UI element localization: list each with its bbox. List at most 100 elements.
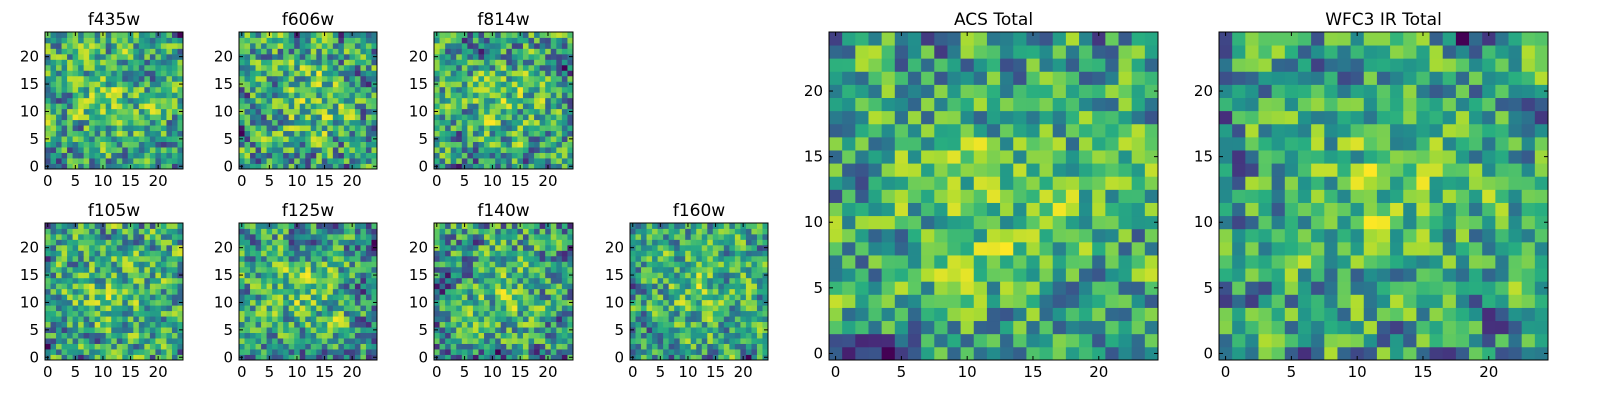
heatmap-cell (133, 223, 140, 229)
heatmap-cell (239, 310, 245, 317)
heatmap-cell (72, 294, 79, 301)
heatmap-cell (272, 332, 279, 339)
heatmap-cell (1052, 189, 1067, 203)
heatmap-cell (528, 42, 535, 49)
heatmap-cell (434, 119, 440, 126)
heatmap-cell (467, 141, 474, 148)
heatmap-cell (674, 250, 681, 257)
heatmap-cell (272, 310, 279, 317)
heatmap-cell (94, 108, 101, 115)
heatmap-cell (149, 42, 156, 49)
heatmap-cell (149, 81, 156, 88)
heatmap-cell (266, 64, 273, 71)
heatmap-cell (500, 141, 507, 148)
heatmap-cell (105, 321, 112, 328)
heatmap-cell (556, 75, 563, 82)
heatmap-cell (751, 338, 758, 344)
heatmap-cell (434, 42, 440, 49)
heatmap-cell (489, 59, 496, 66)
heatmap-cell (545, 136, 552, 142)
heatmap-cell (674, 299, 681, 306)
heatmap-cell (327, 244, 334, 251)
heatmap-cell (630, 283, 636, 290)
heatmap-cell (50, 244, 57, 251)
heatmap-cell (45, 119, 51, 126)
heatmap-cell (456, 299, 463, 306)
heatmap-cell (67, 332, 73, 339)
heatmap-cell (550, 272, 557, 279)
heatmap-cell (467, 283, 474, 290)
heatmap-cell (478, 59, 485, 66)
heatmap-cell (657, 288, 664, 295)
heatmap-cell (484, 108, 490, 115)
heatmap-cell (561, 119, 568, 126)
heatmap-cell (177, 294, 184, 301)
heatmap-cell (756, 338, 763, 344)
heatmap-cell (467, 343, 474, 350)
heatmap-cell (171, 255, 178, 262)
heatmap-cell (100, 310, 107, 317)
heatmap-cell (762, 255, 769, 262)
heatmap-cell (539, 114, 546, 121)
heatmap-cell (718, 354, 725, 361)
heatmap-cell (630, 233, 636, 240)
heatmap-cell (272, 42, 279, 49)
heatmap-cell (657, 332, 664, 339)
heatmap-cell (239, 48, 245, 55)
heatmap-cell (365, 277, 372, 284)
heatmap-cell (545, 130, 552, 137)
heatmap-cell (545, 288, 552, 295)
heatmap-cell (255, 48, 262, 55)
heatmap-cell (668, 228, 675, 235)
heatmap-cell (89, 158, 96, 164)
heatmap-cell (94, 244, 101, 251)
heatmap-cell (751, 343, 758, 350)
heatmap-cell (72, 244, 79, 251)
heatmap-cell (478, 255, 485, 262)
heatmap-cell (122, 108, 129, 115)
heatmap-cell (522, 261, 529, 268)
heatmap-cell (745, 316, 752, 323)
heatmap-cell (556, 114, 563, 121)
heatmap-cell (116, 42, 123, 49)
heatmap-cell (316, 163, 323, 170)
heatmap-cell (1065, 176, 1080, 190)
heatmap-cell (734, 332, 741, 339)
heatmap-cell (310, 136, 317, 142)
heatmap-cell (550, 223, 557, 229)
heatmap-cell (261, 130, 267, 137)
heatmap-cell (740, 250, 747, 257)
heatmap-cell (122, 327, 129, 333)
heatmap-cell (456, 119, 463, 126)
heatmap-cell (144, 158, 151, 164)
heatmap-cell (1052, 268, 1067, 282)
heatmap-cell (354, 119, 361, 126)
heatmap-cell (511, 239, 518, 246)
heatmap-cell (630, 332, 636, 339)
heatmap-cell (729, 288, 736, 295)
heatmap-cell (734, 228, 741, 235)
heatmap-cell (50, 48, 57, 55)
heatmap-cell (445, 250, 452, 257)
heatmap-cell (72, 327, 79, 333)
heatmap-cell (327, 141, 334, 148)
heatmap-cell (127, 103, 134, 110)
heatmap-cell (718, 299, 725, 306)
heatmap-cell (668, 338, 675, 344)
heatmap-cell (111, 64, 118, 71)
heatmap-cell (1079, 307, 1093, 322)
heatmap-cell (657, 327, 664, 333)
heatmap-cell (567, 37, 574, 44)
heatmap-cell (745, 283, 752, 290)
heatmap-cell (751, 332, 758, 339)
heatmap-cell (144, 354, 151, 361)
heatmap-cell (266, 141, 273, 148)
heatmap-cell (881, 228, 896, 243)
heatmap-cell (365, 64, 372, 71)
heatmap-cell (539, 53, 546, 60)
heatmap-cell (89, 349, 96, 355)
heatmap-cell (111, 349, 118, 355)
heatmap-cell (500, 272, 507, 279)
heatmap-cell (310, 299, 317, 306)
heatmap-cell (56, 244, 62, 251)
